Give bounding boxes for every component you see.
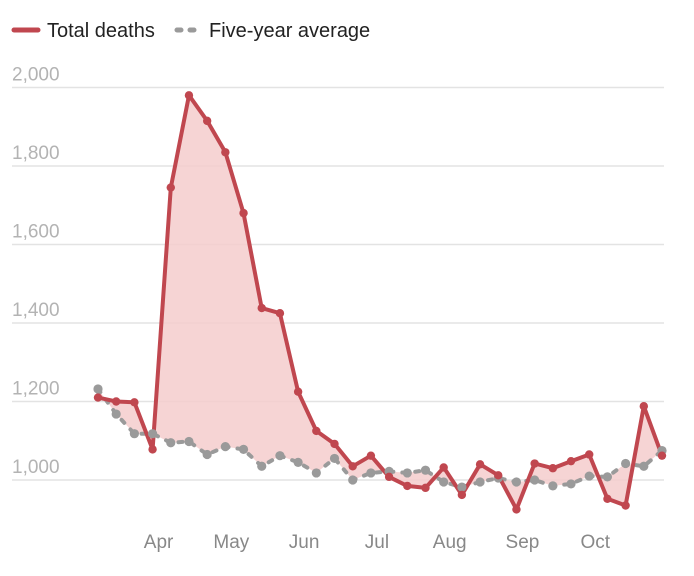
series-points (93, 91, 667, 514)
data-point-total-deaths (421, 483, 430, 493)
data-point-total-deaths (566, 456, 576, 466)
x-tick-label: Apr (144, 532, 174, 553)
data-point-total-deaths (639, 402, 649, 411)
data-point-five-year-average (111, 409, 121, 419)
data-point-five-year-average (621, 458, 631, 469)
data-point-total-deaths (111, 397, 121, 406)
x-tick-label: Jul (365, 532, 389, 553)
data-point-five-year-average (348, 475, 358, 485)
x-tick-label: Oct (580, 532, 610, 553)
legend-label-five-year-average: Five-year average (209, 20, 370, 42)
x-axis-ticks: Apr May Jun Jul Aug Sep Oct (144, 532, 611, 553)
data-point-total-deaths (439, 463, 448, 472)
excess-area (98, 95, 662, 510)
x-tick-label: Sep (506, 532, 540, 553)
data-point-total-deaths (530, 459, 539, 468)
data-point-total-deaths (257, 303, 266, 313)
data-point-five-year-average (639, 461, 649, 471)
data-point-total-deaths (293, 387, 303, 396)
data-point-total-deaths (585, 450, 594, 459)
data-point-five-year-average (402, 468, 412, 478)
grid (12, 86, 664, 481)
y-tick-label: 1,400 (12, 300, 60, 321)
data-point-total-deaths (657, 451, 667, 460)
data-point-five-year-average (238, 444, 249, 454)
data-point-five-year-average (93, 384, 103, 394)
y-tick-label: 1,600 (12, 222, 60, 243)
data-point-total-deaths (403, 481, 412, 491)
data-point-total-deaths (621, 501, 630, 510)
data-point-five-year-average (530, 475, 540, 485)
data-point-five-year-average (420, 465, 431, 475)
data-point-total-deaths (475, 460, 485, 469)
data-point-five-year-average (257, 461, 267, 471)
legend-label-total-deaths: Total deaths (47, 20, 155, 42)
data-point-five-year-average (475, 477, 485, 487)
data-point-total-deaths (221, 148, 230, 157)
x-tick-label: May (213, 532, 249, 553)
data-point-total-deaths (184, 91, 194, 100)
data-point-five-year-average (566, 479, 576, 489)
legend: Total deaths Five-year average (11, 20, 370, 42)
data-point-total-deaths (239, 208, 248, 218)
data-point-total-deaths (275, 308, 285, 318)
data-point-five-year-average (147, 429, 158, 439)
data-point-five-year-average (366, 468, 376, 478)
y-axis-ticks: 1,000 1,200 1,400 1,600 1,800 2,000 (12, 65, 60, 479)
y-tick-label: 1,000 (12, 457, 60, 478)
data-point-total-deaths (494, 471, 503, 480)
data-point-five-year-average (166, 438, 176, 448)
data-point-five-year-average (275, 451, 285, 461)
data-point-five-year-average (329, 453, 340, 464)
data-point-total-deaths (366, 451, 376, 460)
data-point-total-deaths (603, 494, 612, 504)
data-point-total-deaths (348, 462, 357, 471)
data-point-five-year-average (293, 457, 303, 467)
y-tick-label: 1,200 (12, 379, 60, 400)
data-point-five-year-average (202, 449, 212, 460)
data-point-total-deaths (512, 505, 521, 514)
data-point-total-deaths (312, 426, 321, 436)
data-point-five-year-average (311, 468, 321, 478)
data-point-total-deaths (202, 116, 212, 126)
data-point-total-deaths (457, 490, 467, 500)
data-point-total-deaths (166, 183, 175, 192)
data-point-five-year-average (548, 481, 558, 491)
data-point-total-deaths (130, 398, 139, 407)
data-point-five-year-average (129, 429, 139, 439)
data-point-five-year-average (184, 436, 194, 447)
data-point-total-deaths (148, 445, 157, 454)
x-tick-label: Jun (289, 532, 320, 553)
excess-fill (98, 95, 662, 510)
data-point-five-year-average (457, 482, 467, 492)
data-point-five-year-average (220, 442, 230, 452)
y-tick-label: 1,800 (12, 143, 60, 164)
data-point-five-year-average (602, 472, 613, 482)
data-point-total-deaths (93, 393, 103, 402)
data-point-five-year-average (511, 477, 522, 487)
data-point-total-deaths (384, 472, 394, 482)
x-tick-label: Aug (433, 532, 467, 553)
data-point-total-deaths (330, 439, 339, 449)
data-point-total-deaths (548, 464, 558, 473)
data-point-five-year-average (439, 477, 449, 487)
data-point-five-year-average (584, 471, 594, 481)
y-tick-label: 2,000 (12, 65, 60, 86)
